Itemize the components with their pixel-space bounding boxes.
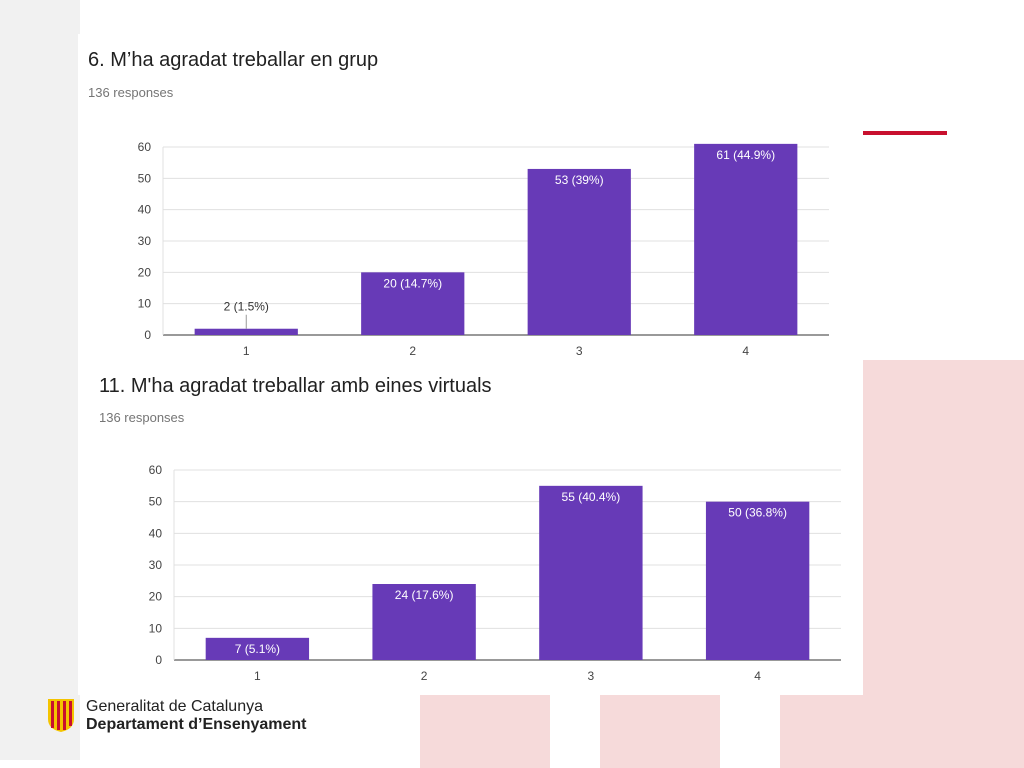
bar: [205, 637, 310, 660]
bar-data-label: 55 (40.4%): [562, 490, 621, 504]
y-tick-label: 20: [138, 265, 152, 279]
bar-data-label: 20 (14.7%): [383, 276, 442, 290]
y-tick-label: 30: [149, 558, 163, 572]
x-tick-label: 4: [742, 344, 749, 358]
bar-data-label: 50 (36.8%): [728, 506, 787, 520]
x-tick-label: 2: [421, 669, 428, 683]
bar-data-label: 24 (17.6%): [395, 588, 454, 602]
bar: [705, 501, 810, 660]
bar-data-label: 53 (39%): [555, 173, 604, 187]
y-tick-label: 0: [144, 328, 151, 342]
generalitat-logo-icon: [48, 699, 74, 732]
watermark-shape: [420, 695, 550, 768]
y-tick-label: 50: [149, 495, 163, 509]
bar-chart: 0 10 20 30 40 50 60 7 (5.1%) 1 24 (17.6%) 2 55 (40.…: [149, 463, 841, 683]
bar: [539, 485, 643, 660]
bar: [694, 143, 798, 335]
bar-data-label: 7 (5.1%): [235, 642, 280, 656]
y-tick-label: 0: [155, 653, 162, 667]
y-tick-label: 60: [149, 463, 163, 477]
y-tick-label: 10: [138, 297, 152, 311]
chart-panel-2: 11. M'ha agradat treballar amb eines vir…: [78, 364, 863, 695]
y-tick-label: 30: [138, 234, 152, 248]
x-tick-label: 3: [588, 669, 595, 683]
org-name: Generalitat de Catalunya: [86, 698, 263, 715]
y-tick-label: 60: [138, 140, 152, 154]
y-tick-label: 50: [138, 171, 152, 185]
watermark-shape: [780, 695, 864, 768]
response-count: 136 responses: [99, 410, 185, 425]
department-name: Departament d’Ensenyament: [86, 716, 307, 733]
watermark-shape: [600, 695, 720, 768]
bar-chart: 0 10 20 30 40 50 60 2 (1.5%) 1 20 (14.7%) 2 53 (39%…: [138, 140, 829, 358]
y-tick-label: 40: [149, 526, 163, 540]
x-tick-label: 3: [576, 344, 583, 358]
accent-rule: [863, 131, 947, 135]
x-tick-label: 1: [254, 669, 261, 683]
question-title: 11. M'ha agradat treballar amb eines vir…: [99, 375, 492, 397]
x-tick-label: 1: [243, 344, 250, 358]
chart-panel-1: 6. M’ha agradat treballar en grup 136 re…: [78, 34, 850, 364]
watermark-shape: [863, 360, 1024, 768]
bar: [194, 328, 298, 335]
bar: [372, 584, 476, 660]
watermark-shape: [0, 0, 80, 760]
y-tick-label: 40: [138, 203, 152, 217]
x-tick-label: 2: [409, 344, 416, 358]
question-title: 6. M’ha agradat treballar en grup: [88, 49, 379, 71]
bar: [361, 272, 465, 335]
bar-data-label: 2 (1.5%): [224, 300, 269, 314]
response-count: 136 responses: [88, 85, 174, 100]
y-tick-label: 20: [149, 590, 163, 604]
bar-data-label: 61 (44.9%): [716, 148, 775, 162]
bar: [527, 168, 631, 335]
x-tick-label: 4: [754, 669, 761, 683]
y-tick-label: 10: [149, 621, 163, 635]
